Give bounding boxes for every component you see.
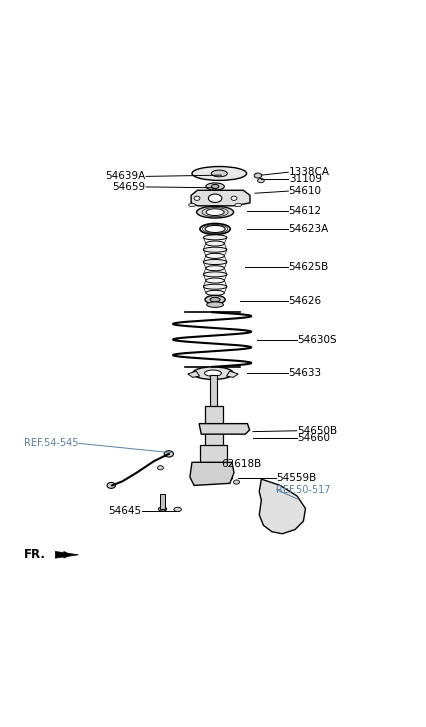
- Ellipse shape: [214, 465, 219, 467]
- Text: REF.54-545: REF.54-545: [24, 438, 78, 449]
- Ellipse shape: [254, 173, 262, 178]
- Bar: [161, 494, 164, 509]
- Ellipse shape: [279, 505, 286, 513]
- Ellipse shape: [258, 179, 264, 182]
- Ellipse shape: [206, 290, 225, 295]
- Ellipse shape: [205, 295, 225, 304]
- Ellipse shape: [206, 265, 225, 270]
- Text: FR.: FR.: [24, 548, 46, 561]
- Ellipse shape: [208, 194, 222, 203]
- Ellipse shape: [231, 196, 237, 201]
- Ellipse shape: [210, 297, 220, 302]
- Text: 54623A: 54623A: [289, 224, 329, 234]
- Text: 54610: 54610: [289, 186, 322, 196]
- Polygon shape: [55, 552, 78, 558]
- Text: 62618B: 62618B: [222, 459, 262, 469]
- Polygon shape: [199, 424, 250, 434]
- Ellipse shape: [158, 466, 164, 470]
- Ellipse shape: [204, 370, 222, 377]
- Text: 54660: 54660: [297, 433, 330, 443]
- Ellipse shape: [206, 253, 225, 258]
- Ellipse shape: [107, 483, 115, 489]
- Text: 31109: 31109: [289, 174, 322, 185]
- Ellipse shape: [233, 480, 239, 484]
- Text: 54645: 54645: [108, 507, 141, 516]
- Ellipse shape: [203, 272, 227, 277]
- Text: 54612: 54612: [289, 206, 322, 217]
- Ellipse shape: [189, 204, 196, 206]
- Ellipse shape: [203, 247, 227, 252]
- Text: 54650B: 54650B: [297, 426, 337, 435]
- Text: REF.50-517: REF.50-517: [276, 485, 331, 494]
- Ellipse shape: [193, 367, 233, 379]
- Text: 1338CA: 1338CA: [289, 167, 330, 177]
- Ellipse shape: [227, 475, 233, 480]
- Ellipse shape: [206, 183, 225, 190]
- Ellipse shape: [211, 185, 219, 188]
- Ellipse shape: [164, 451, 173, 457]
- Text: 54659: 54659: [112, 182, 146, 192]
- Ellipse shape: [194, 196, 200, 201]
- Bar: [204, 406, 223, 448]
- Text: 54626: 54626: [289, 297, 322, 306]
- Ellipse shape: [206, 209, 224, 215]
- Polygon shape: [227, 371, 238, 377]
- Polygon shape: [190, 462, 234, 486]
- Ellipse shape: [197, 206, 233, 218]
- Ellipse shape: [203, 284, 227, 289]
- Polygon shape: [259, 479, 305, 534]
- Ellipse shape: [158, 507, 167, 511]
- Text: 54633: 54633: [289, 368, 322, 378]
- Ellipse shape: [203, 235, 227, 240]
- Ellipse shape: [174, 507, 181, 512]
- Ellipse shape: [274, 499, 291, 518]
- Ellipse shape: [235, 204, 242, 206]
- Polygon shape: [191, 190, 250, 206]
- Polygon shape: [188, 371, 199, 377]
- Text: 54559B: 54559B: [276, 473, 317, 483]
- Bar: [200, 446, 227, 470]
- Ellipse shape: [206, 278, 225, 283]
- Ellipse shape: [203, 260, 227, 265]
- Ellipse shape: [211, 170, 227, 177]
- Text: 54639A: 54639A: [106, 172, 146, 182]
- Text: 54625B: 54625B: [289, 262, 329, 272]
- Ellipse shape: [207, 302, 224, 308]
- Ellipse shape: [206, 241, 225, 246]
- Bar: [210, 375, 217, 409]
- Ellipse shape: [192, 166, 247, 180]
- Text: 54630S: 54630S: [297, 335, 337, 345]
